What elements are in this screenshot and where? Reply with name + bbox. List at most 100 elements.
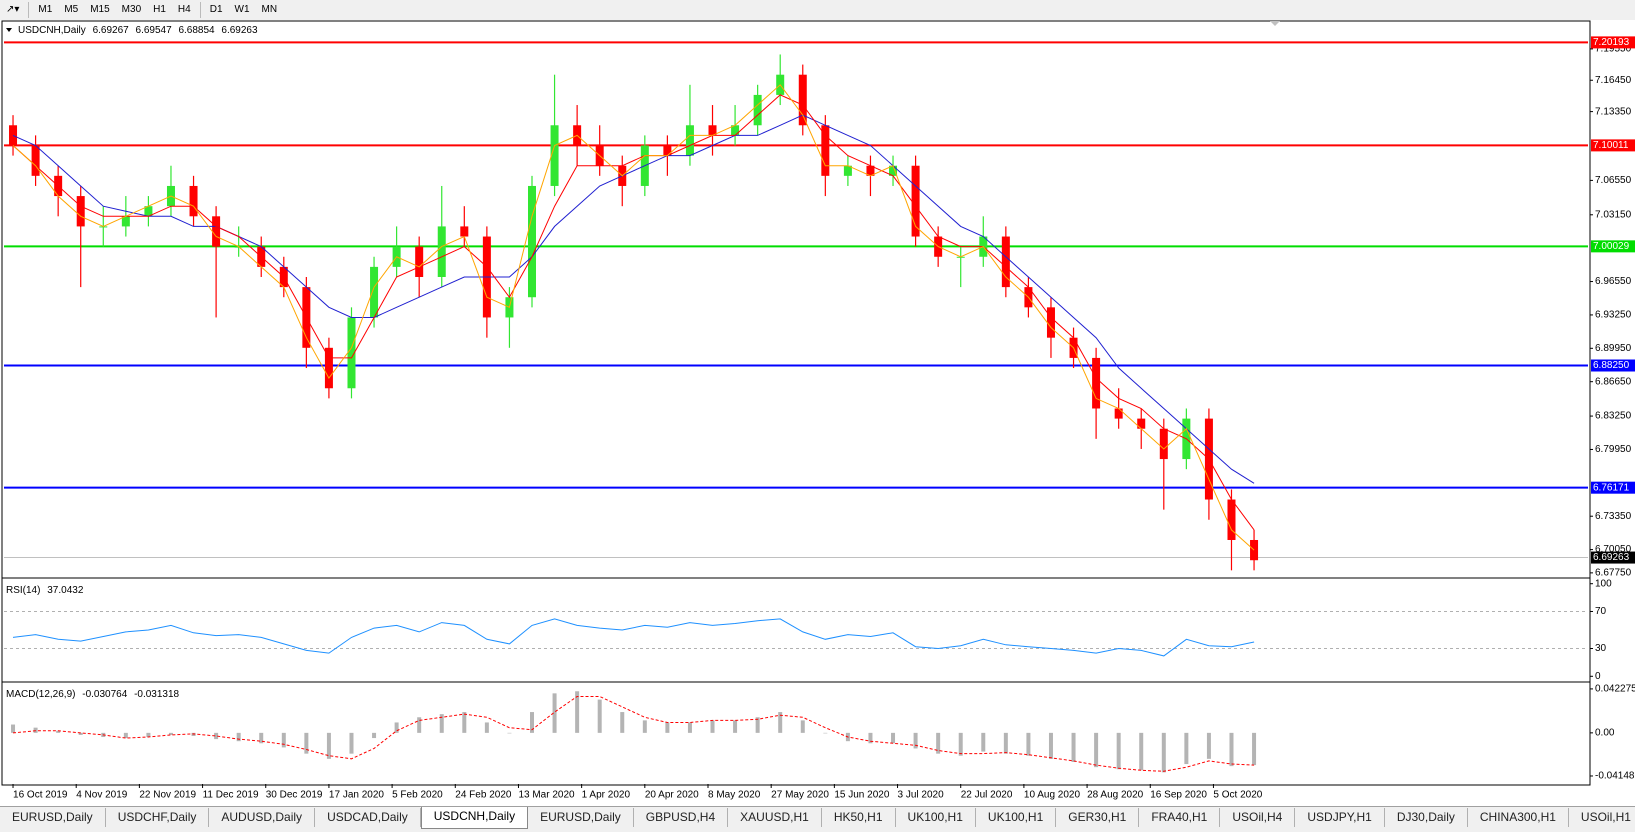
chart-background [0,20,1635,806]
macd-histogram-bar [1071,732,1076,762]
chart-tab[interactable]: AUDUSD,Daily [209,808,316,827]
candle-body [437,226,446,277]
macd-histogram-bar [417,717,422,733]
candle-body [1114,408,1123,419]
macd-histogram-bar [1116,732,1121,770]
timeframe-button[interactable]: H1 [153,4,166,15]
macd-histogram-bar [778,712,783,733]
macd-histogram-bar [168,732,173,735]
header-high: 6.69547 [136,25,173,36]
chart-tab[interactable]: UK100,H1 [976,808,1057,827]
header-low: 6.68854 [178,25,215,36]
candle-body [144,206,153,217]
candle-body [821,125,830,176]
chart-tab[interactable]: USOil,H1 [1569,808,1635,827]
level-price-label: 6.69263 [1593,552,1630,563]
timeframe-button[interactable]: H4 [177,4,191,15]
chart-tab[interactable]: GBPUSD,H4 [634,808,729,827]
x-tick-label: 8 May 2020 [708,790,761,801]
x-tick-label: 22 Nov 2019 [139,790,196,801]
chart-tab[interactable]: USDCHF,Daily [106,808,210,827]
level-price-label: 6.88250 [1593,360,1630,371]
macd-histogram-bar [710,720,715,733]
candle-body [843,165,852,176]
candle-body [1227,499,1236,540]
y-tick-label: 6.89950 [1595,343,1632,354]
x-tick-label: 1 Apr 2020 [582,790,631,801]
y-tick-label: 100 [1595,578,1612,589]
header-open: 6.69267 [93,25,130,36]
tab-bar: EURUSD,Daily USDCHF,Daily AUDUSD,Daily USDC… [0,806,1635,832]
y-tick-label: -0.04148 [1595,771,1635,782]
x-tick-label: 28 Aug 2020 [1087,790,1144,801]
macd-histogram-bar [868,732,873,744]
macd-histogram-bar [507,732,512,734]
timeframe-button[interactable]: W1 [234,4,250,15]
candle-body [324,347,333,389]
candle-body [1137,418,1146,429]
y-tick-label: 6.67750 [1595,568,1632,579]
x-tick-label: 22 Jul 2020 [961,790,1013,801]
chart-tab[interactable]: UK100,H1 [896,808,976,827]
macd-histogram-bar [1094,732,1099,768]
chart-tab[interactable]: USDJPY,H1 [1295,808,1385,827]
x-tick-label: 27 May 2020 [771,790,829,801]
macd-histogram-bar [214,732,219,740]
rsi-title: RSI(14) [6,585,40,596]
y-tick-label: 7.13350 [1595,106,1632,117]
macd-histogram-bar [56,730,61,733]
macd-histogram-bar [439,714,444,733]
macd-histogram-bar [1206,732,1211,759]
macd-signal-line [12,696,1255,772]
candle-body [731,125,740,136]
macd-histogram-bar [1252,732,1257,766]
chart-tab[interactable]: USDCNH,Daily [420,807,529,829]
rsi-line [12,618,1255,657]
candle-body [798,74,807,126]
level-price-box [1591,551,1635,564]
chart-tab[interactable]: USOil,H4 [1220,808,1296,827]
chart-window: USDCNH,Daily 6.69267 6.69547 6.68854 6.6… [0,20,1635,806]
x-tick-label: 13 Mar 2020 [518,790,575,801]
macd-histogram-bar [1003,732,1008,754]
candle-body [528,185,536,298]
level-price-box [1591,240,1635,253]
macd-histogram-bar [891,732,896,744]
macd-histogram-bar [326,732,331,759]
candle-body [708,125,717,136]
timeframe-button[interactable]: MN [261,4,278,15]
y-tick-label: 6.96550 [1595,276,1632,287]
chart-tab[interactable]: EURUSD,Daily [0,808,106,827]
level-price-label: 7.00029 [1593,241,1630,252]
chart-tab[interactable]: DJ30,Daily [1385,808,1468,827]
x-tick-label: 24 Feb 2020 [455,790,512,801]
timeframe-button[interactable]: M30 [121,4,142,15]
y-tick-label: 0.00 [1595,727,1615,738]
chart-tab[interactable]: FRA40,H1 [1139,808,1221,827]
macd-histogram-bar [146,732,151,738]
macd-histogram-bar [394,722,399,733]
timeframe-button[interactable]: D1 [209,4,223,15]
chart-tab[interactable]: CHINA300,H1 [1468,808,1569,827]
macd-histogram-bar [642,720,647,733]
chart-tab[interactable]: USDCAD,Daily [315,808,421,827]
macd-histogram-bar [304,732,309,754]
chart-tab[interactable]: GER30,H1 [1056,808,1140,827]
macd-histogram-bar [755,717,760,733]
chart-tab[interactable]: XAUUSD,H1 [728,808,822,827]
macd-histogram-bar [484,722,489,733]
timeframe-button[interactable]: M5 [64,4,79,15]
y-tick-label: 6.79950 [1595,444,1632,455]
level-price-label: 7.10011 [1593,140,1629,151]
x-tick-label: 30 Dec 2019 [266,790,323,801]
chart-tab[interactable]: HK50,H1 [822,808,896,827]
timeframe-button[interactable]: M15 [90,4,110,15]
cursor-tool[interactable]: ↗▾ [6,4,20,15]
macd-histogram-bar [936,732,941,754]
y-tick-label: 6.73350 [1595,511,1632,522]
timeframe-button[interactable]: M1 [38,4,53,15]
moving-average [12,84,1255,551]
level-price-label: 7.20193 [1593,37,1630,48]
chart-tab[interactable]: EURUSD,Daily [528,808,634,827]
candle-body [347,317,356,389]
